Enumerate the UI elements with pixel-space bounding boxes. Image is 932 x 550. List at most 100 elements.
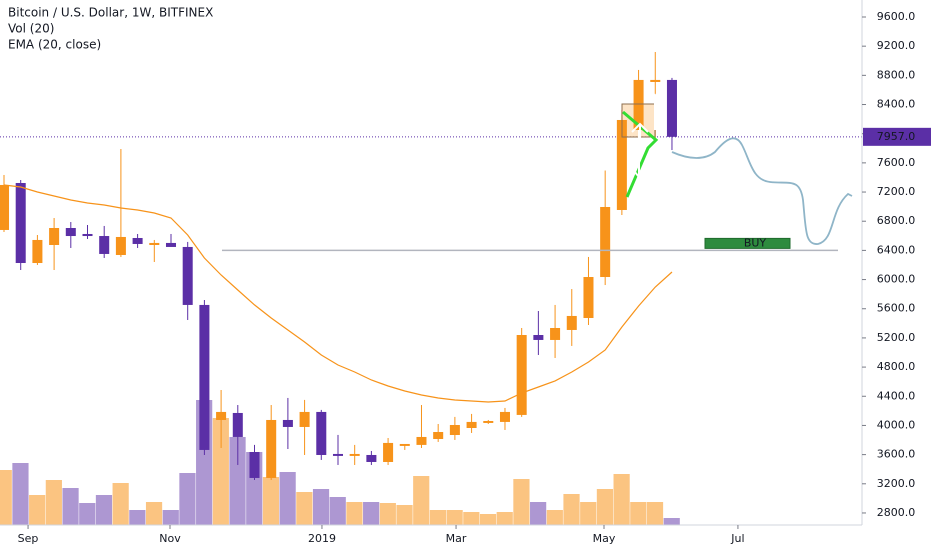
volume-bar (546, 510, 563, 525)
volume-bar (12, 463, 29, 525)
candle-body (349, 453, 360, 456)
drawings: BUY (222, 93, 853, 252)
candle-body (499, 411, 510, 422)
y-tick-label: 9600.0 (877, 10, 916, 23)
candle-body (600, 206, 611, 278)
volume-bar (312, 489, 330, 525)
candle-body (216, 411, 227, 420)
volume-bar (379, 503, 396, 525)
volume-bar (179, 473, 196, 525)
volume-bar (479, 514, 497, 525)
volume-bar (0, 470, 12, 525)
ema-line (3, 184, 673, 403)
y-tick-label: 4000.0 (877, 418, 916, 431)
volume-bar (513, 479, 530, 525)
candle-body (115, 236, 126, 255)
volume-bar (496, 512, 513, 525)
candle-body (316, 411, 327, 455)
y-tick-label: 6800.0 (877, 214, 916, 227)
indicator-label: EMA (20, close) (8, 38, 101, 52)
volume-bar (396, 505, 413, 525)
buy-label: BUY (744, 236, 767, 249)
candle-body (650, 79, 661, 82)
candle-body (550, 327, 561, 340)
volume-bar (29, 495, 46, 525)
y-tick-label: 6400.0 (877, 243, 916, 256)
y-tick-label: 4800.0 (877, 360, 916, 373)
last-price-label: 7957.0 (877, 130, 916, 143)
candle-body (616, 119, 627, 210)
candle-body (0, 184, 10, 230)
arrow-mid (631, 122, 649, 140)
volume-bar (446, 510, 463, 525)
volume-bar (563, 494, 580, 525)
candle-body (583, 277, 594, 319)
candle-body (416, 436, 427, 445)
volume-bar (630, 502, 647, 525)
volume-bar (45, 480, 62, 525)
chart-title: Bitcoin / U.S. Dollar, 1W, BITFINEX (8, 6, 213, 20)
candle-body (182, 246, 193, 305)
y-tick-label: 8400.0 (877, 98, 916, 111)
y-tick-label: 8800.0 (877, 68, 916, 81)
x-tick-label: May (593, 532, 616, 545)
volume-bar (346, 502, 363, 525)
projection-path (671, 137, 853, 245)
candle-body (49, 228, 60, 245)
y-tick-label: 6000.0 (877, 273, 916, 286)
last-price-badge (863, 127, 931, 146)
volume-bar (463, 512, 480, 525)
price-layer (0, 52, 862, 480)
x-tick-label: Jul (730, 532, 744, 545)
y-tick-label: 3200.0 (877, 477, 916, 490)
y-tick-label: 4400.0 (877, 389, 916, 402)
candle-body (433, 432, 444, 440)
volume-bar (663, 518, 680, 525)
volume-bar (580, 502, 597, 525)
candle-body (666, 79, 677, 137)
volume-bar (62, 488, 79, 525)
volume-bar (613, 474, 630, 525)
candle-body (516, 334, 527, 415)
candle-body (99, 236, 110, 254)
volume-bar (329, 497, 346, 525)
candle-body (149, 242, 160, 245)
candle-body (383, 442, 394, 462)
candle-body (633, 79, 644, 130)
candle-body (399, 443, 410, 446)
volume-bar (112, 483, 129, 525)
volume-bar (429, 510, 447, 525)
volume-bar (279, 472, 296, 525)
candle-body (65, 228, 76, 237)
candle-body (32, 239, 43, 264)
candle-body (15, 182, 26, 264)
y-tick-label: 7200.0 (877, 185, 916, 198)
candle-body (449, 425, 460, 435)
y-tick-label: 5600.0 (877, 302, 916, 315)
x-tick-label: Sep (18, 532, 39, 545)
volume-bar (646, 502, 664, 525)
volume-bar (262, 477, 280, 525)
volume-bar (129, 510, 146, 525)
candle-body (332, 453, 343, 456)
x-tick-label: Mar (446, 532, 467, 545)
volume-bar (530, 502, 547, 525)
candle-body (366, 454, 377, 462)
y-tick-label: 5200.0 (877, 331, 916, 344)
candle-body (282, 419, 293, 427)
candle-body (566, 315, 577, 330)
candle-body (483, 420, 494, 423)
candle-body (199, 304, 210, 450)
y-tick-label: 3600.0 (877, 448, 916, 461)
candle-body (466, 421, 477, 428)
y-tick-label: 7600.0 (877, 156, 916, 169)
candle-body (132, 237, 143, 244)
volume-bar (229, 437, 246, 525)
volume-bar (363, 502, 380, 525)
volume-bar (162, 510, 179, 525)
candle-body (266, 419, 277, 478)
range-box (621, 103, 656, 138)
candle-body (165, 242, 177, 247)
